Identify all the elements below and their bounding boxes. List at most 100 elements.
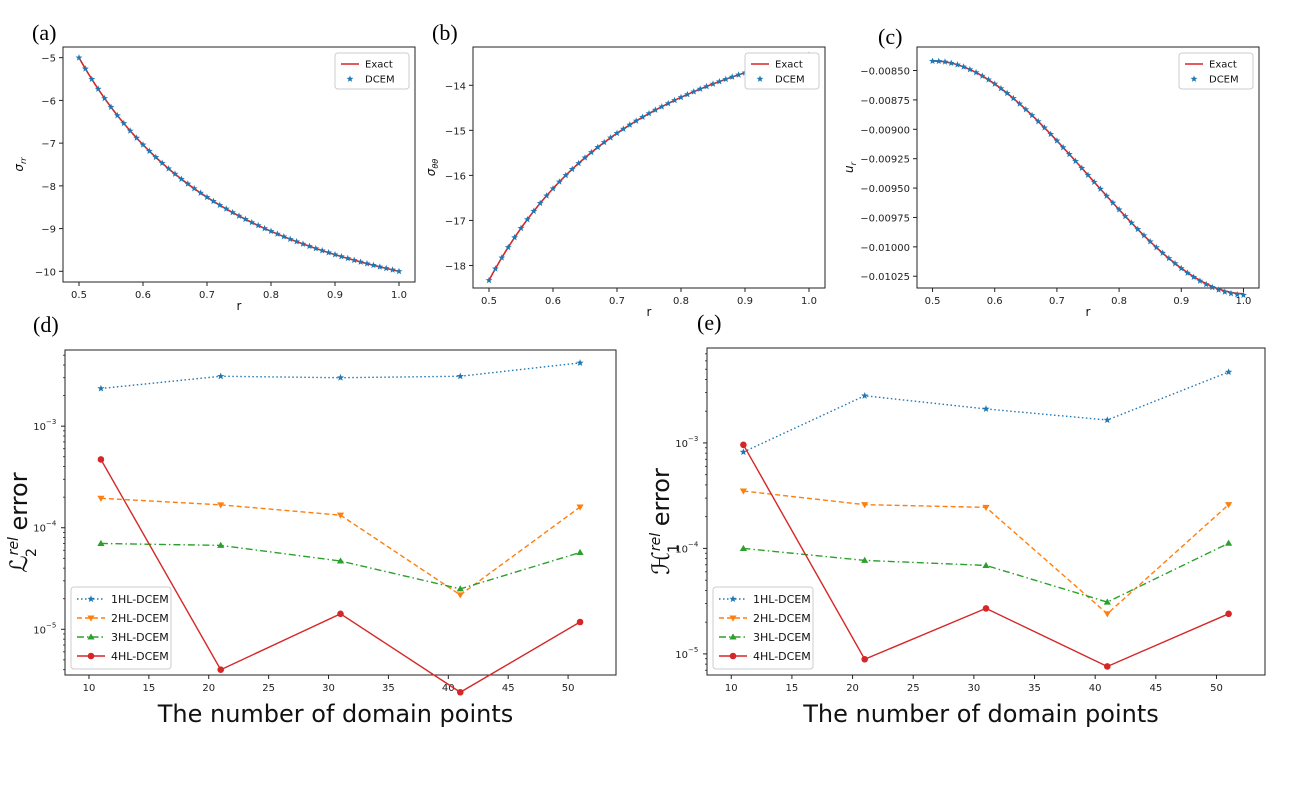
dcem-point <box>1128 219 1135 226</box>
dcem-point <box>152 153 160 161</box>
x-tick-label: 0.9 <box>737 296 753 307</box>
y-tick-label: −17 <box>445 216 466 227</box>
dcem-point <box>575 159 583 167</box>
x-tick-label: 1.0 <box>801 296 817 307</box>
dcem-point <box>498 254 506 261</box>
series-point-2hl-dcem <box>217 502 225 509</box>
x-tick-label: 0.6 <box>135 290 151 301</box>
series-point-2hl-dcem <box>739 488 747 495</box>
dcem-point <box>312 244 320 252</box>
x-tick-label: 0.7 <box>609 296 625 307</box>
legend-box <box>334 52 410 90</box>
y-axis-label: ℋrel 1 error <box>647 468 682 575</box>
x-tick-label: 45 <box>502 683 515 694</box>
dcem-point <box>1190 273 1198 281</box>
dcem-point <box>1034 117 1042 125</box>
dcem-point <box>376 263 384 270</box>
y-tick-exponent: −3 <box>46 418 56 426</box>
y-tick-exponent: −3 <box>688 435 698 443</box>
dcem-point <box>197 189 205 196</box>
series-point-2hl-dcem <box>576 504 584 511</box>
y-axis-label: σθθ <box>424 159 440 177</box>
y-axis-label: ℒrel 2 error <box>5 472 40 572</box>
dcem-point <box>632 117 640 124</box>
y-tick-label: 10 <box>675 439 688 450</box>
dcem-point <box>600 138 608 146</box>
dcem-point <box>1078 164 1086 172</box>
legend-label: 2HL-DCEM <box>111 612 169 625</box>
dcem-point <box>222 205 230 212</box>
legend-marker <box>729 615 737 622</box>
x-tick-label: 25 <box>907 683 920 694</box>
legend-dcem-marker <box>756 75 764 82</box>
y-tick-exponent: −5 <box>46 621 56 629</box>
dcem-point <box>1177 264 1185 272</box>
exact-curve <box>932 60 1244 295</box>
dcem-point <box>331 251 339 258</box>
legend-label-dcem: DCEM <box>775 75 805 86</box>
dcem-point <box>325 249 333 256</box>
x-tick-label: 0.8 <box>263 290 279 301</box>
series-point-3hl-dcem <box>861 556 869 563</box>
legend-dcem-marker <box>346 75 354 82</box>
dcem-point <box>639 113 647 121</box>
dcem-point <box>568 165 576 173</box>
x-tick-label: 0.5 <box>925 296 941 307</box>
dcem-point <box>241 215 249 223</box>
legend-box <box>1178 52 1254 90</box>
dcem-point <box>229 208 237 216</box>
dcem-point <box>941 58 949 65</box>
panel-label-b: (b) <box>432 20 458 45</box>
series-point-3hl-dcem <box>217 541 225 548</box>
y-tick-exponent: −5 <box>688 646 698 654</box>
x-tick-label: 0.5 <box>481 296 497 307</box>
dcem-point <box>1140 231 1148 239</box>
dcem-point <box>929 57 936 65</box>
x-tick-label: 0.9 <box>327 290 343 301</box>
dcem-point <box>658 103 666 110</box>
dcem-point <box>344 254 352 262</box>
dcem-point <box>1072 157 1079 165</box>
dcem-point <box>953 61 961 68</box>
series-point-3hl-dcem <box>576 548 584 556</box>
dcem-point <box>389 266 397 273</box>
dcem-point <box>101 94 109 102</box>
series-point-4hl-dcem <box>982 605 990 612</box>
y-tick-label: −15 <box>445 126 466 137</box>
x-tick-label: 50 <box>562 683 575 694</box>
series-point-1hl-dcem <box>336 373 345 381</box>
dcem-point <box>485 276 493 284</box>
dcem-point <box>171 170 179 177</box>
dcem-point <box>1146 237 1154 245</box>
series-point-3hl-dcem <box>456 585 464 592</box>
y-tick-label: −14 <box>445 81 466 92</box>
dcem-point <box>1233 291 1241 298</box>
dcem-point <box>357 258 365 265</box>
x-tick-label: 0.8 <box>673 296 689 307</box>
dcem-point <box>511 233 519 241</box>
x-tick-label: 1.0 <box>1236 296 1252 307</box>
dcem-point <box>286 235 294 243</box>
series-point-3hl-dcem <box>739 544 747 551</box>
series-point-4hl-dcem <box>97 456 105 463</box>
dcem-point <box>722 75 730 83</box>
dcem-point <box>350 256 358 264</box>
y-tick-label: −0.00850 <box>860 67 910 78</box>
dcem-point <box>947 59 955 66</box>
dcem-point <box>709 80 717 87</box>
dcem-point <box>395 267 403 275</box>
axes-frame-b <box>472 46 826 289</box>
x-tick-label: 0.6 <box>987 296 1003 307</box>
x-tick-label: 20 <box>846 683 859 694</box>
x-tick-label: 35 <box>1028 683 1041 694</box>
y-tick-label: −9 <box>41 225 56 236</box>
y-tick-label: −7 <box>41 139 56 150</box>
legend-dcem-marker <box>1190 75 1198 82</box>
dcem-point <box>120 119 128 127</box>
y-tick-exponent: −4 <box>688 540 699 548</box>
dcem-point <box>997 84 1005 92</box>
series-point-4hl-dcem <box>217 666 225 674</box>
series-point-3hl-dcem <box>336 557 345 564</box>
